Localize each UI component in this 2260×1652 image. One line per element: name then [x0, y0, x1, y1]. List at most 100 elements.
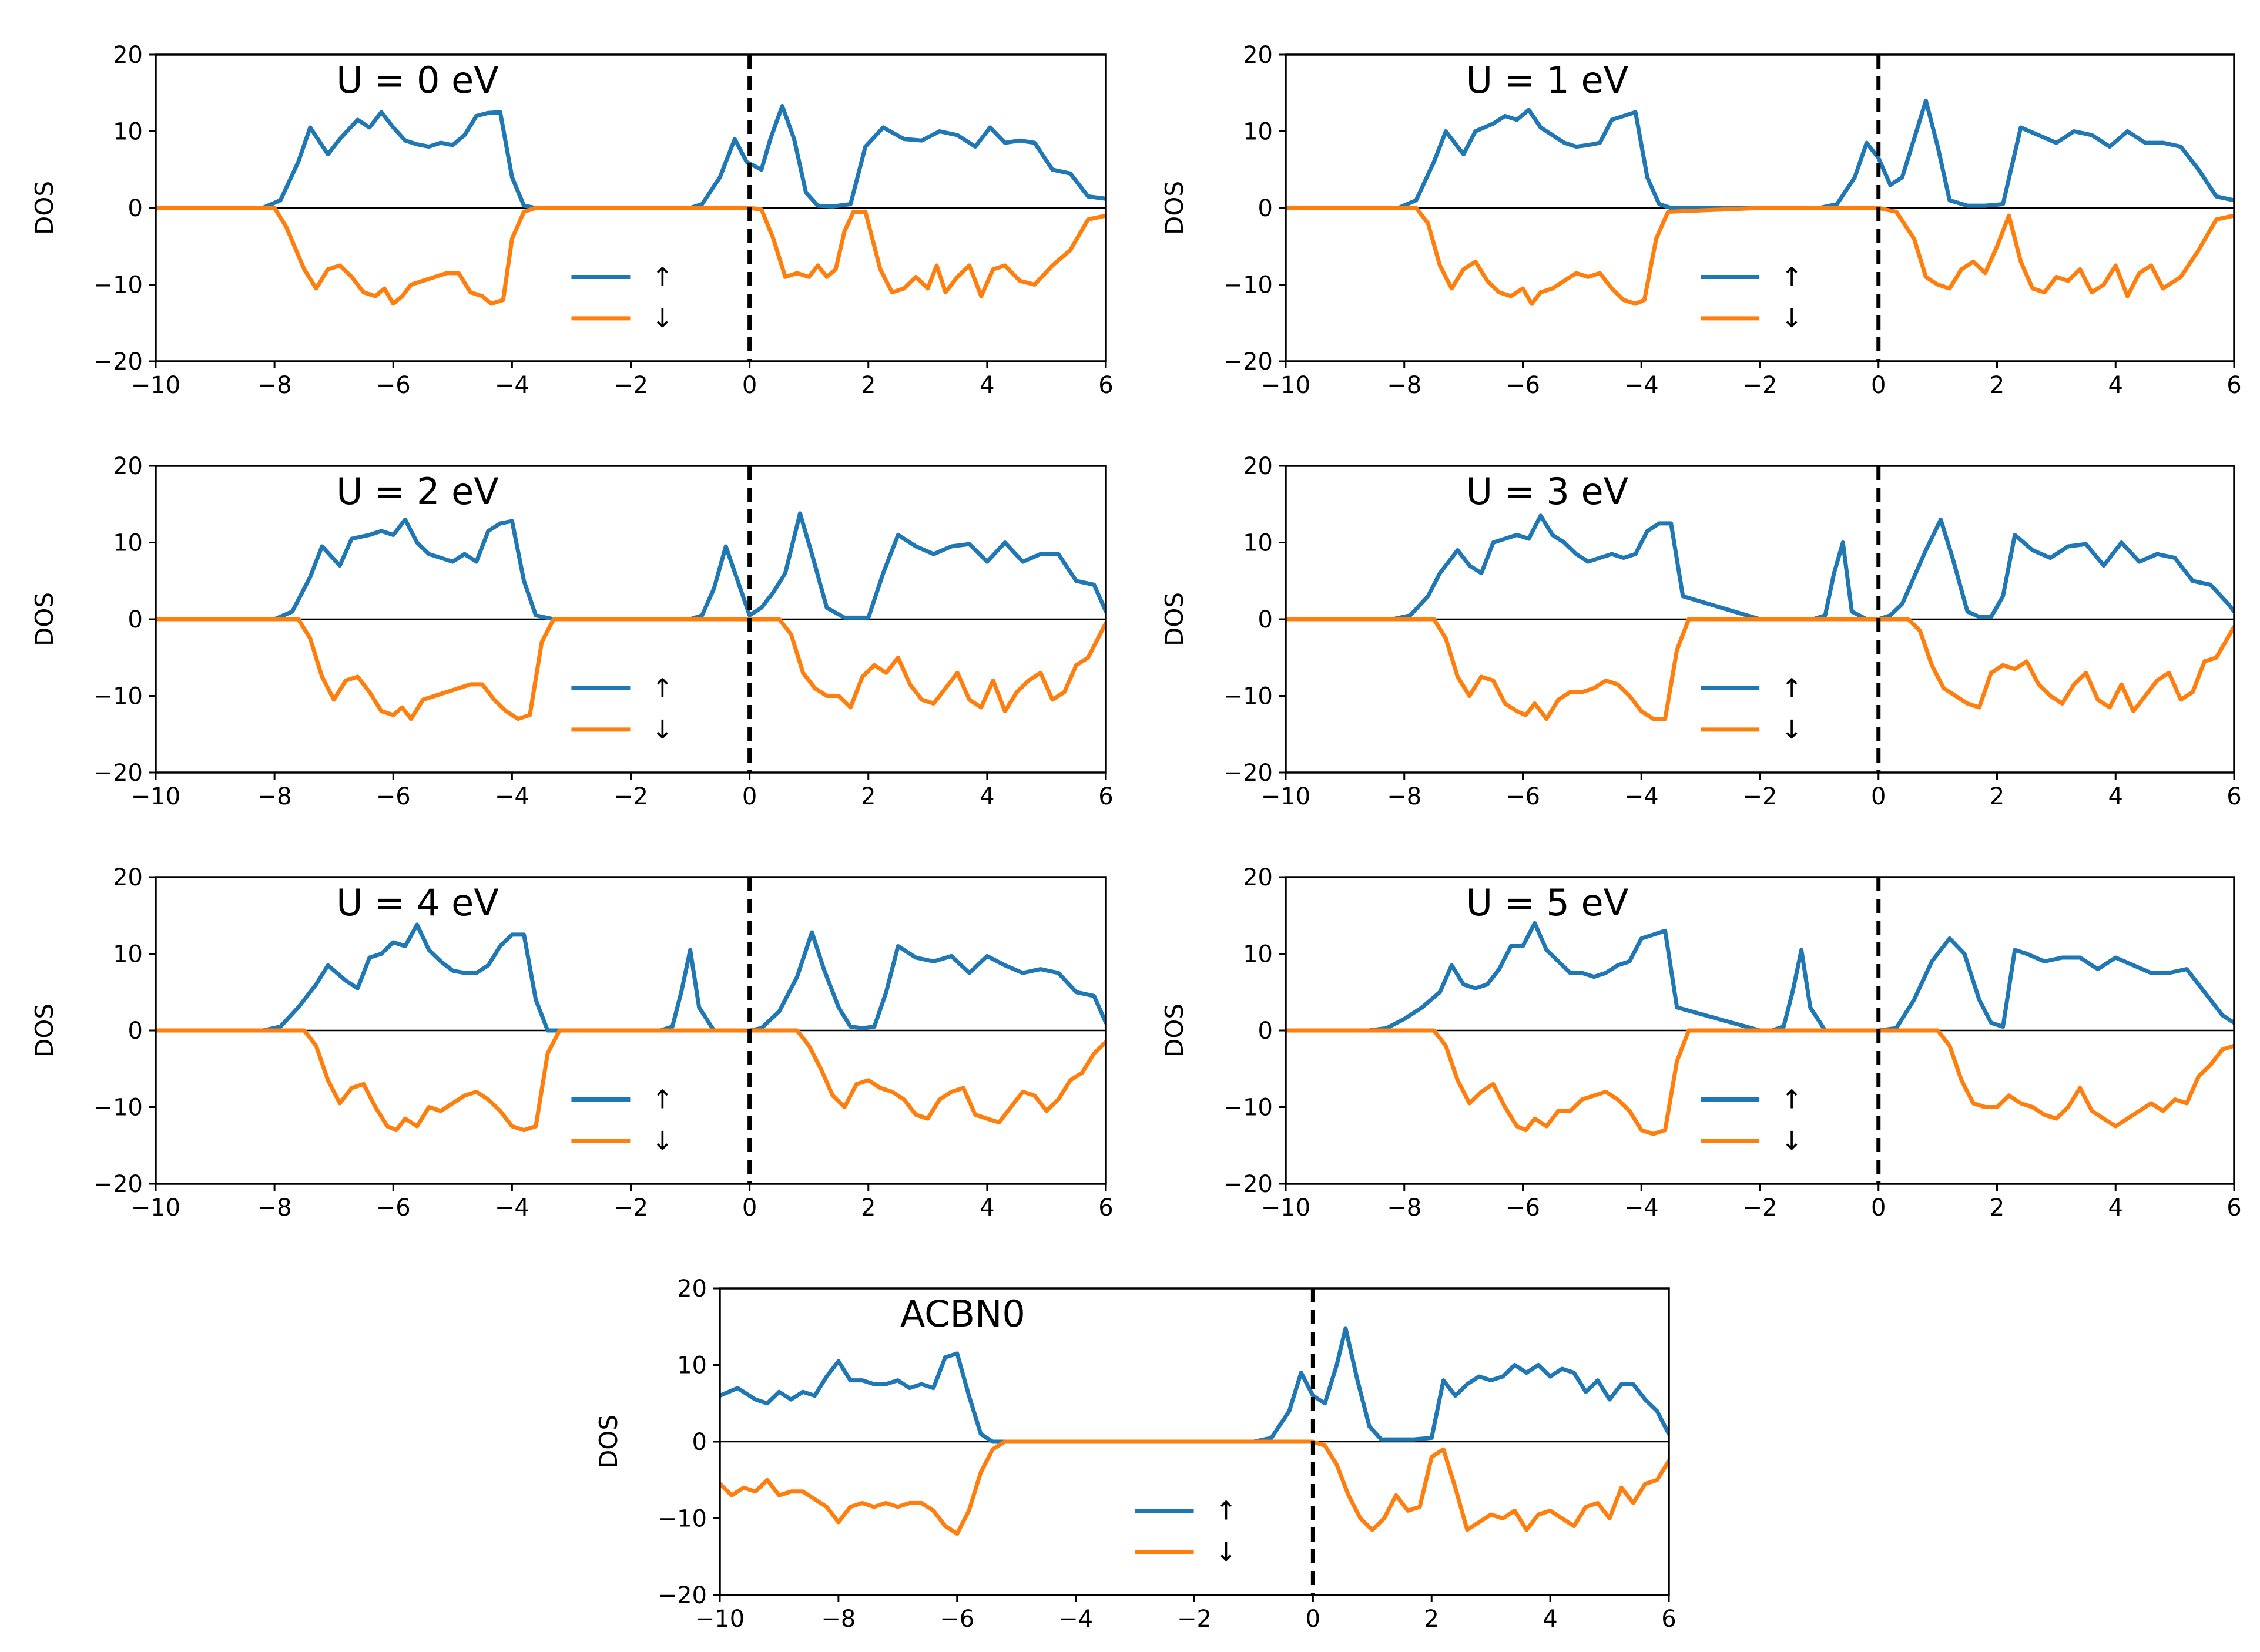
x-tick-label: −8: [821, 1606, 856, 1633]
y-tick-label: −10: [1223, 272, 1273, 299]
y-axis-label: DOS: [1160, 592, 1189, 646]
x-tick-label: −10: [131, 1194, 180, 1221]
x-tick-label: −2: [1743, 372, 1778, 399]
x-tick-label: −4: [495, 783, 529, 810]
x-tick-label: −6: [940, 1606, 974, 1633]
x-tick-label: −6: [376, 783, 411, 810]
x-tick-label: 4: [980, 372, 994, 399]
panel-title: U = 0 eV: [336, 59, 498, 102]
legend-spin-up-label: ↑: [1215, 1496, 1237, 1526]
x-tick-label: −10: [131, 783, 180, 810]
legend: ↑↓: [571, 1084, 673, 1156]
y-tick-label: −20: [1223, 760, 1273, 787]
y-tick-label: 20: [1243, 864, 1273, 891]
y-axis-label: DOS: [594, 1415, 623, 1469]
y-tick-label: 0: [692, 1429, 707, 1456]
x-tick-label: −6: [1505, 783, 1540, 810]
x-tick-label: 0: [1871, 783, 1886, 810]
legend-spin-down-label: ↓: [652, 1126, 673, 1156]
legend: ↑↓: [1701, 262, 1803, 334]
x-tick-label: −4: [1624, 783, 1659, 810]
y-tick-label: 10: [113, 530, 143, 557]
y-tick-label: −20: [93, 348, 143, 375]
y-tick-label: 0: [1258, 1018, 1273, 1045]
y-tick-label: 20: [113, 42, 143, 69]
x-tick-label: −10: [1261, 372, 1310, 399]
x-tick-label: 0: [742, 1194, 757, 1221]
spin-up-dos-line: [720, 1326, 1669, 1444]
x-tick-label: 4: [1543, 1606, 1557, 1633]
spin-up-dos-line: [156, 922, 1106, 1033]
x-tick-label: −4: [495, 1194, 529, 1221]
x-tick-label: −6: [1505, 1194, 1540, 1221]
x-tick-label: −6: [1505, 372, 1540, 399]
x-tick-label: −6: [376, 372, 411, 399]
x-tick-label: −2: [1177, 1606, 1212, 1633]
y-tick-label: −20: [658, 1582, 707, 1609]
x-tick-label: −2: [613, 1194, 648, 1221]
x-tick-label: 0: [1306, 1606, 1320, 1633]
x-tick-label: 0: [1871, 1194, 1886, 1221]
y-tick-label: −10: [1223, 1094, 1273, 1122]
y-tick-label: −10: [1223, 683, 1273, 710]
y-tick-label: −10: [93, 1094, 143, 1122]
x-tick-label: −2: [1743, 783, 1778, 810]
panel-title: ACBN0: [900, 1292, 1025, 1335]
legend-spin-up-label: ↑: [652, 1084, 673, 1114]
y-axis-label: DOS: [30, 1003, 59, 1057]
y-tick-label: −10: [658, 1506, 707, 1533]
x-tick-label: −4: [1058, 1606, 1093, 1633]
legend-spin-down-label: ↓: [652, 304, 673, 334]
legend-spin-down-label: ↓: [1781, 304, 1803, 334]
y-tick-label: 10: [1243, 941, 1273, 968]
panel-title: U = 4 eV: [336, 881, 498, 924]
x-tick-label: 4: [980, 783, 994, 810]
x-tick-label: −8: [1387, 1194, 1421, 1221]
legend-spin-up-label: ↑: [1781, 673, 1803, 703]
legend: ↑↓: [1701, 673, 1803, 745]
panel-title: U = 1 eV: [1466, 59, 1628, 102]
x-tick-label: −10: [695, 1606, 745, 1633]
x-tick-label: 6: [1661, 1606, 1676, 1633]
legend: ↑↓: [1701, 1084, 1803, 1156]
x-tick-label: −8: [257, 1194, 292, 1221]
spin-up-dos-line: [1286, 98, 2234, 210]
x-tick-label: −2: [613, 783, 648, 810]
y-tick-label: 20: [1243, 42, 1273, 69]
spin-down-dos-line: [156, 206, 1106, 306]
spin-up-dos-line: [156, 103, 1106, 210]
y-tick-label: 0: [128, 195, 143, 222]
x-tick-label: 6: [1098, 372, 1113, 399]
y-tick-label: 10: [113, 941, 143, 968]
x-tick-label: −8: [257, 783, 292, 810]
legend-spin-down-label: ↓: [1781, 715, 1803, 745]
x-tick-label: 0: [742, 372, 757, 399]
y-axis-label: DOS: [30, 181, 59, 235]
spin-down-dos-line: [156, 617, 1106, 721]
x-tick-label: 0: [742, 783, 757, 810]
legend: ↑↓: [1135, 1496, 1237, 1567]
legend-spin-up-label: ↑: [652, 262, 673, 292]
y-tick-label: −20: [1223, 1171, 1273, 1198]
x-tick-label: 2: [1424, 1606, 1439, 1633]
panel-title: U = 5 eV: [1466, 881, 1628, 924]
legend-spin-down-label: ↓: [652, 715, 673, 745]
y-tick-label: 10: [113, 119, 143, 146]
y-tick-label: 20: [677, 1275, 707, 1302]
x-tick-label: −4: [1624, 1194, 1659, 1221]
x-tick-label: 6: [2227, 372, 2241, 399]
y-tick-label: 0: [128, 1018, 143, 1045]
x-tick-label: −8: [1387, 372, 1421, 399]
legend-spin-up-label: ↑: [1781, 262, 1803, 292]
y-tick-label: 10: [1243, 530, 1273, 557]
y-tick-label: −20: [93, 760, 143, 787]
x-tick-label: 6: [1098, 783, 1113, 810]
legend-spin-up-label: ↑: [652, 673, 673, 703]
spin-down-dos-line: [1286, 1028, 2234, 1136]
x-tick-label: 2: [861, 1194, 876, 1221]
x-tick-label: 2: [861, 783, 876, 810]
